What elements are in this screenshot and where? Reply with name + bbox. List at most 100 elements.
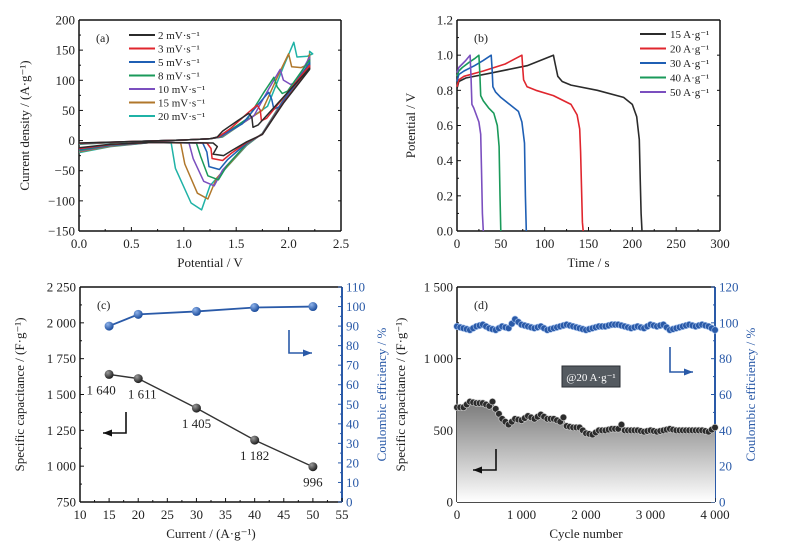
right-axis-arrow	[288, 330, 312, 354]
x-axis-title: Current / (A·g⁻¹)	[166, 526, 255, 541]
y2-tick-label: 70	[346, 358, 359, 373]
y2-tick-label: 100	[719, 315, 739, 330]
x-tick-label: 50	[306, 507, 319, 522]
y2-tick-label: 100	[346, 299, 366, 314]
annotation-text: @20 A·g⁻¹	[566, 372, 615, 384]
x-tick-label: 20	[132, 507, 145, 522]
legend-label: 20 mV·s⁻¹	[158, 111, 205, 123]
y-tick-label: 1 750	[47, 351, 76, 366]
efficiency-point	[308, 302, 318, 312]
x-tick-label: 3 000	[636, 507, 665, 522]
y-tick-label: 150	[56, 43, 76, 58]
legend-label: 40 A·g⁻¹	[670, 73, 709, 85]
panel-c: 10 15 20 25 30 35 40 45 50 55 750 1 000 1 250 1 500 1 …	[12, 280, 389, 542]
data-label: 1 640	[86, 382, 115, 397]
capacitance-point	[495, 410, 503, 418]
x-tick-label: 45	[277, 507, 290, 522]
legend-label: 15 A·g⁻¹	[670, 29, 709, 41]
y2-tick-label: 50	[346, 397, 359, 412]
y2-axis-title: Coulombic efficiency / %	[374, 327, 389, 461]
left-axis-arrow-head	[473, 466, 482, 474]
x-tick-label: 2.0	[280, 236, 296, 251]
y-tick-label: 1 500	[424, 280, 453, 295]
y-tick-label: 0	[69, 133, 76, 148]
gcd-curve-0	[456, 54, 643, 232]
y-tick-label: 0.2	[437, 188, 453, 203]
x-tick-label: 25	[161, 507, 174, 522]
y-tick-label: 1 000	[47, 459, 76, 474]
capacitance-point	[250, 435, 260, 445]
legend-label: 30 A·g⁻¹	[670, 58, 709, 70]
annotation-box	[561, 365, 621, 388]
capacitance-point	[104, 369, 114, 379]
y2-tick-label: 20	[719, 459, 732, 474]
y-axis-title: Specific capacitance / (F·g⁻¹)	[12, 317, 27, 471]
y-tick-label: −150	[48, 224, 75, 239]
y-tick-label: −100	[48, 193, 75, 208]
x-tick-label: 300	[710, 236, 730, 251]
data-label: 1 182	[240, 448, 269, 463]
x-tick-label: 30	[190, 507, 203, 522]
left-axis-arrow-head	[103, 429, 112, 437]
y-tick-label: 0.4	[437, 153, 454, 168]
y-tick-label: 100	[56, 73, 76, 88]
y-axis-title: Current density / (A·g⁻¹)	[17, 60, 32, 190]
x-tick-label: 0.5	[123, 236, 139, 251]
x-tick-label: 200	[623, 236, 643, 251]
x-tick-label: 1.5	[228, 236, 244, 251]
left-axis-arrow	[103, 412, 127, 434]
y-tick-label: 50	[62, 103, 75, 118]
y2-tick-label: 40	[346, 416, 359, 431]
x-tick-label: 100	[535, 236, 555, 251]
x-tick-label: 2.5	[333, 236, 349, 251]
y2-tick-label: 80	[346, 338, 359, 353]
data-label: 996	[303, 475, 323, 490]
legend-label: 50 A·g⁻¹	[670, 87, 709, 99]
x-tick-label: 150	[579, 236, 599, 251]
capacitance-point	[559, 413, 568, 422]
efficiency-point	[133, 309, 143, 319]
x-tick-label: 55	[336, 507, 349, 522]
x-axis-title: Cycle number	[549, 526, 623, 541]
efficiency-point	[104, 321, 114, 331]
y-tick-label: −50	[55, 163, 75, 178]
y-tick-label: 1.0	[437, 48, 453, 63]
y2-tick-label: 0	[719, 495, 726, 510]
y2-tick-label: 60	[346, 377, 359, 392]
x-tick-label: 1 000	[507, 507, 536, 522]
gcd-curve-2	[456, 54, 528, 232]
y2-tick-label: 60	[719, 387, 732, 402]
y-tick-label: 750	[57, 495, 77, 510]
legend-label: 10 mV·s⁻¹	[158, 84, 205, 96]
y2-tick-label: 30	[346, 436, 359, 451]
x-tick-label: 40	[248, 507, 261, 522]
y-tick-label: 0.8	[437, 83, 453, 98]
capacitance-point	[133, 374, 143, 384]
x-axis-title: Time / s	[567, 255, 609, 270]
capacitance-point	[308, 462, 318, 472]
y2-tick-label: 120	[719, 280, 739, 295]
x-tick-label: 35	[219, 507, 232, 522]
y-axis-title: Specific capacitance / (F·g⁻¹)	[393, 317, 408, 471]
x-tick-label: 0	[454, 507, 461, 522]
x-tick-label: 0.0	[71, 236, 87, 251]
legend-label: 15 mV·s⁻¹	[158, 98, 205, 110]
y2-tick-label: 20	[346, 455, 359, 470]
x-axis-title: Potential / V	[177, 255, 243, 270]
y-tick-label: 200	[56, 13, 76, 28]
right-axis-arrow-head	[303, 349, 312, 357]
y-tick-label: 0	[447, 495, 454, 510]
y2-tick-label: 90	[346, 319, 359, 334]
panel-label: (b)	[474, 31, 488, 45]
efficiency-point	[711, 326, 719, 334]
y-axis-title: Potential / V	[403, 92, 418, 158]
legend-label: 3 mV·s⁻¹	[158, 44, 200, 56]
gcd-curve-3	[456, 54, 502, 232]
panel-a: 0.0 0.5 1.0 1.5 2.0 2.5 −150 −100 −50 0 50 100 150 20…	[17, 13, 349, 271]
y2-tick-label: 10	[346, 475, 359, 490]
panel-label: (a)	[96, 31, 109, 45]
data-label: 1 611	[128, 387, 157, 402]
legend-label: 8 mV·s⁻¹	[158, 71, 200, 83]
capacitance-area	[457, 401, 715, 502]
